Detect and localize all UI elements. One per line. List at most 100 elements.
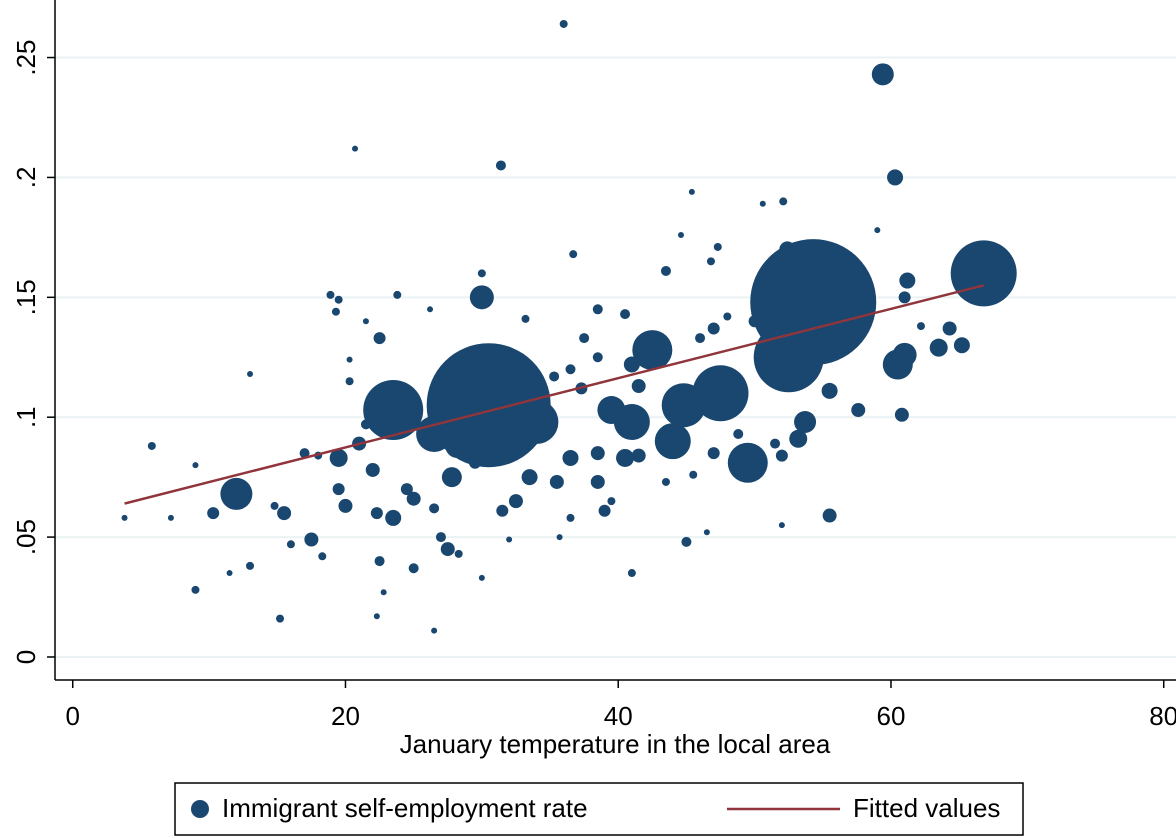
bubble [794,411,817,434]
bubble [789,429,808,448]
bubble [445,433,470,458]
bubble [374,556,385,567]
bubble [759,200,766,207]
bubble [318,552,327,561]
bubble [590,446,605,461]
bubble [363,380,424,441]
bubble [620,309,631,320]
bubble [435,532,446,543]
bubble [496,504,509,517]
bubble [929,338,948,357]
bubble [566,513,575,522]
bubble [332,483,345,496]
bubble [753,322,824,393]
bubble [695,333,706,344]
bubble [654,423,691,460]
bubble [192,462,199,469]
bubble [703,529,710,536]
bubble [598,504,611,517]
bubble [304,532,319,547]
bubble [167,514,174,521]
bubble [346,356,353,363]
bubble [220,477,253,510]
bubble [393,290,402,299]
bubble [562,449,579,466]
bubble [779,241,796,258]
bubble [592,304,603,315]
bubble [770,438,781,449]
bubble [478,574,485,581]
bubble [380,589,387,596]
bubble [400,483,413,496]
bubble [748,315,761,328]
bubble [892,342,917,367]
bubble [692,365,749,422]
bubble [469,285,494,310]
bubble [556,534,563,541]
bubble [207,507,220,520]
x-tick-label: 0 [65,701,79,731]
bubble [727,442,768,483]
bubble [329,448,348,467]
bubble [660,265,671,276]
bubble [632,330,673,371]
bubble [661,477,670,486]
x-tick-label: 80 [1149,701,1176,731]
bubble [431,627,438,634]
bubble [775,449,788,462]
bubble [631,448,646,463]
bubble [406,491,421,506]
bubble [590,474,605,489]
x-tick-label: 20 [331,701,360,731]
bubble [270,501,279,510]
bubble [246,561,255,570]
bubble [508,494,523,509]
x-tick-label: 40 [604,701,633,731]
bubble [851,403,866,418]
bubble [365,462,380,477]
bubble [707,447,720,460]
bubble [454,549,463,558]
bubble [352,145,359,152]
bubble [521,314,530,323]
bubble [549,371,560,382]
bubble [276,614,285,623]
bubble [723,312,732,321]
bubble [286,540,295,549]
bubble [549,474,564,489]
bubble [871,63,894,86]
bubble [521,469,538,486]
bubble [373,332,386,345]
bubble [469,456,482,469]
y-tick-label: .05 [11,519,41,555]
bubble [616,448,635,467]
bubble [147,441,156,450]
y-tick-label: .25 [11,39,41,75]
bubble [565,364,576,375]
bubble [226,570,233,577]
bubble [689,470,698,479]
bubble [681,536,692,547]
bubble [345,377,354,386]
bubble [440,542,455,557]
bubble [373,613,380,620]
bubble [631,379,646,394]
bubble [334,295,343,304]
bubble [953,337,970,354]
y-tick-label: 0 [11,650,41,664]
bubble [733,428,744,439]
bubble [707,322,720,335]
bubble [597,396,626,425]
bubble [688,188,695,195]
bubble [277,506,292,521]
bubble [477,269,486,278]
bubble [429,503,440,514]
legend-label: Fitted values [853,793,1000,823]
bubble [559,19,568,28]
x-axis-title: January temperature in the local area [400,729,831,759]
bubble [121,514,128,521]
bubble [887,169,904,186]
legend-box [174,782,1024,836]
bubble [247,371,254,378]
bubble [427,306,434,313]
